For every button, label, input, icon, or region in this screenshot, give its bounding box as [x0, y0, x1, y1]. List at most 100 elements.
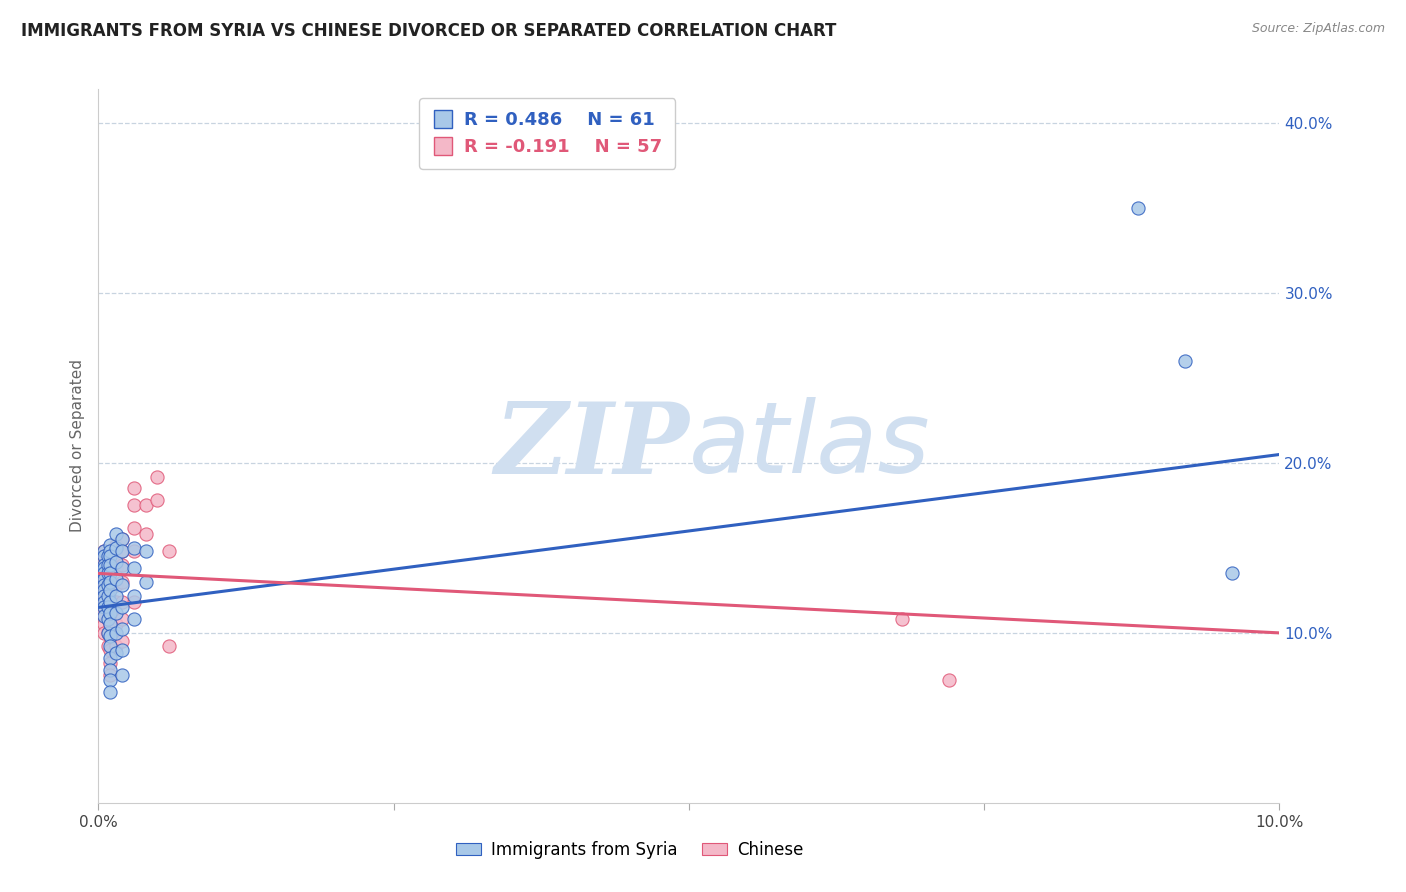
Point: [122, 482, 145, 496]
Point: [97, 589, 120, 603]
Point: [122, 499, 145, 513]
Point: [98, 673, 121, 688]
Text: ZIP: ZIP: [494, 398, 689, 494]
Point: [111, 612, 134, 626]
Point: [122, 612, 145, 626]
Point: [98, 685, 121, 699]
Point: [111, 533, 134, 547]
Point: [105, 555, 128, 569]
Point: [97, 574, 120, 589]
Point: [93, 566, 115, 581]
Point: [135, 574, 157, 589]
Point: [98, 558, 121, 572]
Point: [93, 583, 115, 598]
Point: [97, 561, 120, 575]
Point: [122, 520, 145, 534]
Text: atlas: atlas: [689, 398, 931, 494]
Point: [93, 549, 115, 564]
Point: [1174, 354, 1197, 368]
Point: [105, 578, 128, 592]
Point: [98, 583, 121, 598]
Point: [122, 561, 145, 575]
Point: [97, 549, 120, 564]
Point: [98, 651, 121, 665]
Point: [890, 612, 912, 626]
Point: [105, 561, 128, 575]
Point: [111, 544, 134, 558]
Point: [122, 589, 145, 603]
Point: [97, 549, 120, 564]
Point: [98, 566, 121, 581]
Point: [93, 572, 115, 586]
Point: [157, 640, 180, 654]
Point: [93, 595, 115, 609]
Point: [97, 640, 120, 654]
Point: [98, 544, 121, 558]
Point: [93, 558, 115, 572]
Point: [93, 589, 115, 603]
Point: [98, 663, 121, 677]
Point: [135, 499, 157, 513]
Point: [105, 572, 128, 586]
Point: [111, 623, 134, 637]
Legend: Immigrants from Syria, Chinese: Immigrants from Syria, Chinese: [450, 835, 810, 866]
Point: [98, 574, 121, 589]
Point: [98, 617, 121, 632]
Point: [122, 541, 145, 555]
Point: [97, 589, 120, 603]
Point: [97, 626, 120, 640]
Point: [111, 595, 134, 609]
Point: [97, 600, 120, 615]
Text: IMMIGRANTS FROM SYRIA VS CHINESE DIVORCED OR SEPARATED CORRELATION CHART: IMMIGRANTS FROM SYRIA VS CHINESE DIVORCE…: [21, 22, 837, 40]
Point: [98, 606, 121, 620]
Point: [98, 555, 121, 569]
Point: [938, 673, 960, 688]
Point: [105, 527, 128, 541]
Point: [105, 589, 128, 603]
Point: [98, 657, 121, 671]
Point: [93, 600, 115, 615]
Point: [98, 640, 121, 654]
Point: [98, 643, 121, 657]
Point: [105, 606, 128, 620]
Point: [93, 617, 115, 632]
Point: [105, 626, 128, 640]
Point: [146, 493, 169, 508]
Point: [98, 617, 121, 632]
Point: [93, 549, 115, 564]
Point: [105, 617, 128, 632]
Point: [93, 544, 115, 558]
Point: [93, 608, 115, 623]
Point: [98, 606, 121, 620]
Point: [111, 668, 134, 682]
Point: [93, 574, 115, 589]
Point: [105, 640, 128, 654]
Point: [97, 600, 120, 615]
Point: [105, 537, 128, 551]
Point: [98, 629, 121, 643]
Point: [157, 544, 180, 558]
Point: [97, 578, 120, 592]
Point: [105, 646, 128, 660]
Point: [111, 533, 134, 547]
Point: [105, 549, 128, 564]
Point: [1126, 201, 1149, 215]
Point: [93, 626, 115, 640]
Point: [97, 558, 120, 572]
Point: [98, 566, 121, 581]
Text: Source: ZipAtlas.com: Source: ZipAtlas.com: [1251, 22, 1385, 36]
Point: [146, 469, 169, 483]
Point: [111, 558, 134, 572]
Point: [111, 544, 134, 558]
Point: [98, 629, 121, 643]
Point: [98, 544, 121, 558]
Point: [98, 578, 121, 592]
Point: [122, 595, 145, 609]
Point: [93, 558, 115, 572]
Point: [97, 626, 120, 640]
Point: [98, 595, 121, 609]
Point: [111, 634, 134, 648]
Point: [98, 537, 121, 551]
Point: [111, 600, 134, 615]
Point: [105, 541, 128, 555]
